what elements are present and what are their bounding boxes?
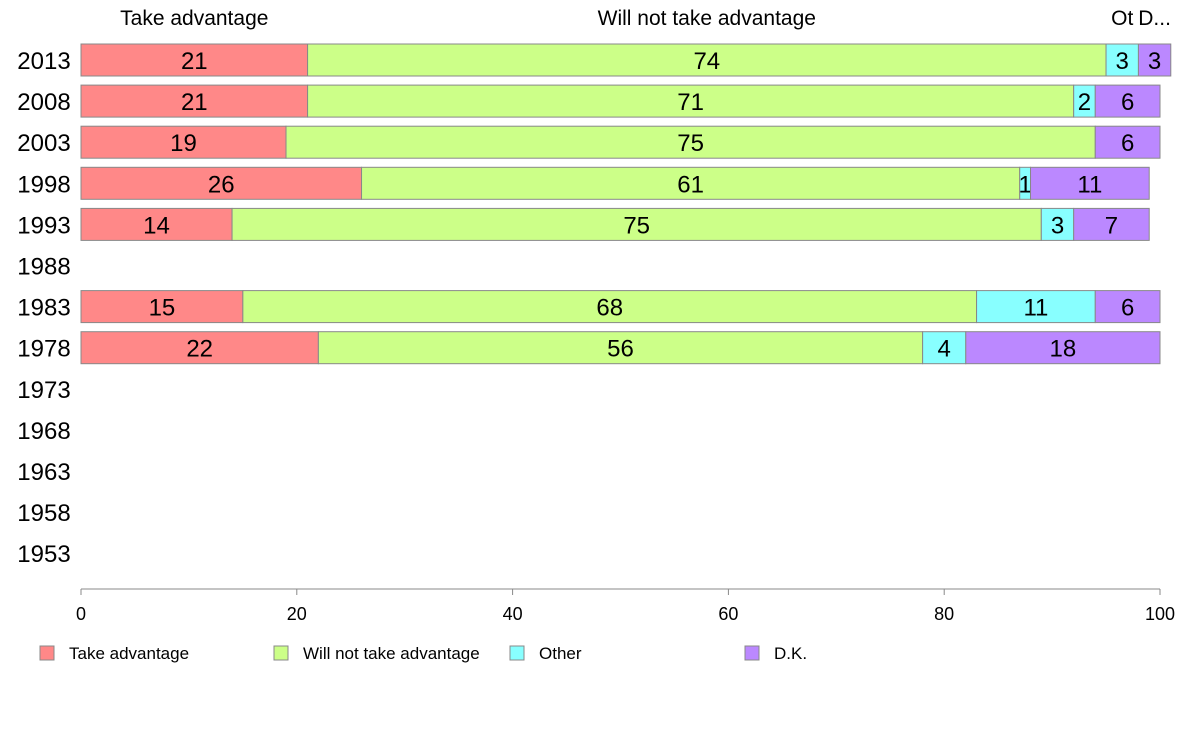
bar-value-label: 75 xyxy=(677,130,704,157)
bar-segment-take-advantage xyxy=(80,207,233,241)
bar-segment-will-not-take-advantage xyxy=(307,84,1075,118)
bar-value-label: 75 xyxy=(623,212,650,239)
legend-label: D.K. xyxy=(774,644,807,663)
year-label: 1953 xyxy=(17,541,70,568)
bar-value-label: 6 xyxy=(1121,295,1134,322)
bar-value-label: 61 xyxy=(677,171,704,198)
year-label: 2013 xyxy=(17,48,70,75)
y-axis-labels: 2013 2008 2003 1998 1993 1988 1983 1978 1973 1968… xyxy=(17,48,70,568)
bar-segment-take-advantage xyxy=(80,331,319,365)
bar-value-label: 71 xyxy=(677,89,704,116)
bar-value-label: 15 xyxy=(149,295,176,322)
bar-segment-d-k- xyxy=(1094,125,1161,159)
bar-segment-take-advantage xyxy=(80,290,244,324)
bar-value-label: 18 xyxy=(1050,336,1077,363)
year-label: 1963 xyxy=(17,459,70,486)
x-tick-label: 40 xyxy=(503,604,523,624)
year-label: 1958 xyxy=(17,500,70,527)
x-tick-label: 60 xyxy=(718,604,738,624)
bar-value-label: 6 xyxy=(1121,130,1134,157)
x-tick-label: 0 xyxy=(76,604,86,624)
bar-segment-will-not-take-advantage xyxy=(317,331,924,365)
year-label: 2003 xyxy=(17,130,70,157)
column-header-2: Ot xyxy=(1111,7,1133,30)
year-label: 1973 xyxy=(17,377,70,404)
x-axis: 0 20 40 60 80 100 xyxy=(76,588,1175,624)
bar-segment-will-not-take-advantage xyxy=(307,43,1107,77)
year-label: 1993 xyxy=(17,212,70,239)
bar-segment-d-k- xyxy=(1094,84,1161,118)
bar-value-label: 3 xyxy=(1148,48,1161,75)
legend-swatch xyxy=(744,645,760,661)
column-header-3: D... xyxy=(1138,7,1171,30)
bar-value-label: 14 xyxy=(143,212,170,239)
legend-label: Take advantage xyxy=(69,644,189,663)
legend: Take advantage Will not take advantage Oth… xyxy=(39,644,807,663)
bar-value-label: 56 xyxy=(607,336,634,363)
column-header-1: Will not take advantage xyxy=(598,7,816,30)
year-label: 1978 xyxy=(17,336,70,363)
bar-value-label: 6 xyxy=(1121,89,1134,116)
bar-segment-d-k- xyxy=(965,331,1161,365)
legend-swatch xyxy=(509,645,525,661)
bar-value-label: 22 xyxy=(186,336,213,363)
bar-value-label: 19 xyxy=(170,130,197,157)
bar-segment-take-advantage xyxy=(80,84,309,118)
bar-segment-other xyxy=(976,290,1096,324)
x-tick-label: 100 xyxy=(1145,604,1175,624)
bar-segment-will-not-take-advantage xyxy=(361,166,1021,200)
legend-label: Other xyxy=(539,644,582,663)
bar-value-label: 74 xyxy=(693,48,720,75)
bar-segment-will-not-take-advantage xyxy=(231,207,1042,241)
year-label: 1983 xyxy=(17,295,70,322)
bar-segment-other xyxy=(922,331,967,365)
year-label: 1998 xyxy=(17,171,70,198)
bar-value-label: 1 xyxy=(1018,171,1031,198)
bar-value-label: 21 xyxy=(181,48,208,75)
bar-value-label: 3 xyxy=(1051,212,1064,239)
bar-segment-d-k- xyxy=(1030,166,1150,200)
bar-segment-other xyxy=(1105,43,1139,77)
year-label: 2008 xyxy=(17,89,70,116)
legend-swatch xyxy=(273,645,289,661)
year-label: 1988 xyxy=(17,254,70,281)
x-tick-label: 20 xyxy=(287,604,307,624)
column-header-0: Take advantage xyxy=(120,7,268,30)
legend-swatch xyxy=(39,645,55,661)
bar-segment-take-advantage xyxy=(80,166,363,200)
bar-value-label: 4 xyxy=(938,336,951,363)
bar-segment-will-not-take-advantage xyxy=(242,290,978,324)
bar-value-label: 21 xyxy=(181,89,208,116)
bar-segment-d-k- xyxy=(1094,290,1161,324)
bar-segment-d-k- xyxy=(1073,207,1150,241)
bar-value-label: 3 xyxy=(1116,48,1129,75)
bar-value-label: 11 xyxy=(1023,295,1048,322)
x-tick-label: 80 xyxy=(934,604,954,624)
bar-value-label: 7 xyxy=(1105,212,1118,239)
bar-value-label: 2 xyxy=(1078,89,1091,116)
bar-value-label: 68 xyxy=(596,295,623,322)
column-headers: Take advantage Will not take advantage Ot D… xyxy=(120,7,1171,30)
bar-value-label: 11 xyxy=(1077,171,1102,198)
year-label: 1968 xyxy=(17,418,70,445)
bar-segment-will-not-take-advantage xyxy=(285,125,1096,159)
bar-segment-take-advantage xyxy=(80,43,309,77)
bar-value-label: 26 xyxy=(208,171,235,198)
legend-label: Will not take advantage xyxy=(303,644,480,663)
bar-segment-take-advantage xyxy=(80,125,287,159)
bar-segment-other xyxy=(1040,207,1075,241)
bar-segment-d-k- xyxy=(1137,43,1172,77)
